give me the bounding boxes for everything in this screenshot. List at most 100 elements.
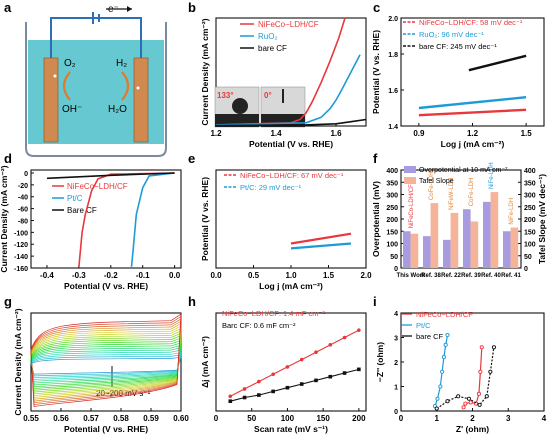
series-line-1 (130, 172, 175, 267)
panel-letter-a: a (4, 0, 12, 15)
panel-letter-g: g (4, 294, 12, 309)
y-tick-label: 1 (394, 385, 398, 392)
material-label: NiFe-LDH (509, 198, 515, 225)
y-tick-label: -160 (14, 266, 28, 273)
data-point (440, 369, 445, 374)
x-axis-label: Potential (V vs. RHE) (249, 139, 333, 149)
y-tick-label: 350 (524, 180, 536, 187)
category-label: Ref. 41 (501, 273, 521, 279)
data-point (476, 391, 481, 396)
y-tick-label: -40 (18, 195, 28, 202)
y-axis-label: Current Density (mA cm⁻²) (0, 165, 9, 272)
x-tick-label: 0.57 (83, 414, 99, 423)
panel-letter-h: h (188, 294, 196, 309)
legend-label: NiFeCo−LDH/CF (258, 20, 319, 29)
x-axis-label: Potential (V vs. RHE) (64, 281, 148, 291)
data-point (477, 402, 482, 407)
x-tick-label: 0.56 (53, 414, 69, 423)
y-tick-label: -100 (14, 230, 28, 237)
data-point (271, 389, 275, 394)
y-tick-label: 2 (394, 360, 398, 367)
data-point (435, 396, 440, 401)
reaction-arrow-left (62, 71, 71, 101)
y-tick-label: -120 (14, 242, 28, 249)
series-line-2 (46, 172, 175, 180)
data-point (463, 401, 468, 406)
water-label: H₂O (108, 104, 127, 115)
y-axis-label: Tafel Slope (mV dec⁻¹) (537, 174, 547, 264)
y-tick-label: -20 (18, 183, 28, 190)
legend-label: RuO₂: 96 mV dec⁻¹ (419, 30, 484, 39)
legend-label: Overpotential at 10 mA cm⁻² (419, 167, 508, 174)
data-point (488, 369, 493, 374)
legend-label: NiFeCo−LDH/CF (67, 182, 128, 191)
hydroxide-label: OH⁻ (62, 104, 82, 115)
data-point (478, 369, 483, 374)
y-tick-label: 350 (386, 180, 398, 187)
x-tick-label: -0.2 (104, 271, 118, 280)
material-label: NiFeCo-LDH/CF (409, 184, 415, 228)
data-point (228, 399, 233, 403)
electrode-cathode (133, 57, 149, 143)
category-label: Ref. 38 (421, 273, 441, 279)
data-point (285, 385, 290, 390)
x-tick-label: 0.60 (173, 414, 189, 423)
series-line-1 (215, 54, 361, 126)
electrode-anode (43, 57, 59, 143)
legend-swatch (404, 177, 416, 184)
panel-letter-f: f (373, 151, 378, 166)
data-point (257, 379, 261, 384)
legend-label: RuO₂ (258, 32, 278, 41)
series-line-1 (418, 96, 527, 110)
bubble-icon (136, 86, 140, 90)
y-tick-label: 300 (386, 193, 398, 200)
cv-loop (30, 313, 182, 407)
x-tick-label: 1.5 (323, 271, 335, 280)
o2-label: O₂ (64, 58, 76, 69)
y-axis-label: Potential (V vs. RHE) (371, 30, 381, 114)
x-tick-label: 3 (506, 414, 511, 423)
x-axis-label: Z' (ohm) (456, 424, 489, 434)
legend-swatch (404, 166, 416, 173)
y-axis-label: −Z'' (ohm) (375, 342, 385, 382)
y-tick-label: -140 (14, 254, 28, 261)
series-line-0 (215, 17, 346, 126)
contact-angle-1: 133° (217, 91, 234, 100)
x-tick-label: -0.4 (40, 271, 54, 280)
legend-label: NiFeCo−LDH/CF: 58 mV dec⁻¹ (419, 18, 523, 27)
y-tick-label: 150 (524, 229, 536, 236)
series-line-0 (78, 172, 175, 267)
x-tick-label: 1.2 (210, 129, 222, 138)
category-label: Ref. 39 (461, 273, 481, 279)
category-label: Ref. 40 (481, 273, 501, 279)
x-tick-label: 1.2 (467, 129, 479, 138)
y-axis-label: Δj (mA cm⁻²) (200, 336, 210, 388)
y-tick-label: 1.4 (388, 124, 398, 131)
panel-letter-b: b (188, 0, 196, 15)
data-point (443, 342, 448, 347)
x-tick-label: 1.5 (521, 129, 533, 138)
chart-marks (30, 17, 527, 411)
data-point (257, 393, 261, 397)
bubble-icon (53, 74, 57, 78)
y-tick-label: 1.6 (388, 88, 398, 95)
data-point (468, 400, 473, 405)
bar-overpotential (503, 231, 511, 268)
beaker-glass (25, 22, 167, 157)
data-point (328, 374, 333, 379)
h2-label: H₂ (116, 58, 127, 69)
material-label: CoFe-LDH (469, 178, 475, 207)
data-point (299, 357, 304, 362)
data-point (342, 371, 347, 375)
x-tick-label: -0.1 (136, 271, 150, 280)
y-tick-label: 2.0 (388, 16, 398, 23)
inset-contact-angle: 133° 0° (214, 86, 306, 128)
legend-label: Barc CF: 0.6 mF cm⁻² (222, 321, 296, 330)
x-tick-label: 0.58 (113, 414, 129, 423)
legend-label: bare CF: 245 mV dec⁻¹ (419, 42, 497, 51)
data-point (242, 395, 247, 400)
y-tick-label: 0 (394, 266, 398, 273)
x-tick-label: 0.59 (143, 414, 159, 423)
x-tick-label: 1 (435, 414, 440, 423)
data-point (342, 335, 347, 340)
